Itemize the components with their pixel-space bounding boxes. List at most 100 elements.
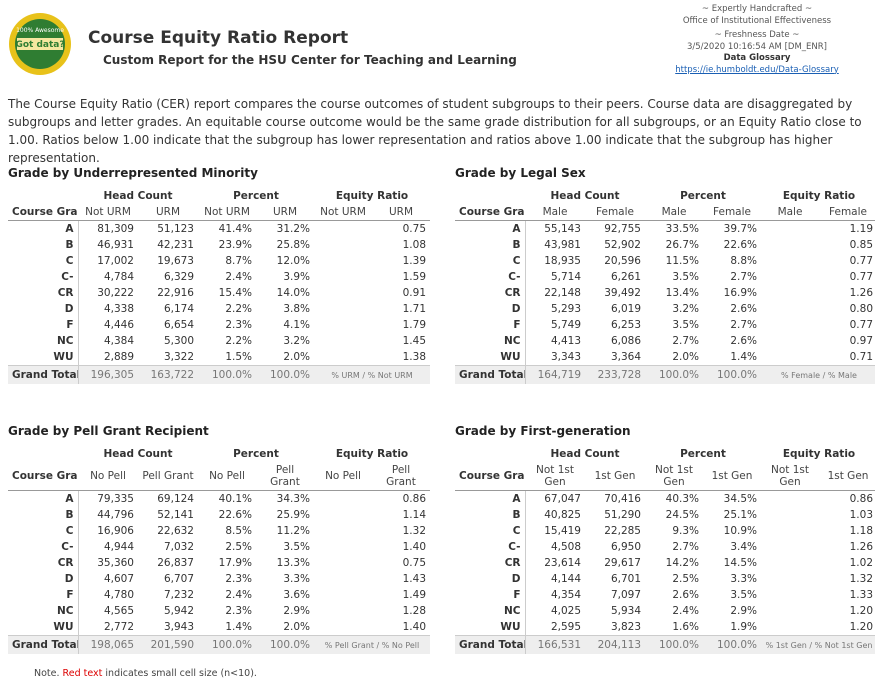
cell: 5,749 <box>550 319 581 331</box>
cell: 1.40 <box>402 541 427 553</box>
ratio-note: % Female / % Male <box>761 365 875 384</box>
glossary-link[interactable]: https://ie.humboldt.edu/Data-Glossary <box>675 64 839 75</box>
total-row: Grand Total 198,065 201,590 100.0% 100.0%% P… <box>8 635 431 654</box>
total-label: Grand Total <box>455 635 526 654</box>
empty-cell <box>314 301 372 317</box>
data-row: NC 4,413 6,086 2.7% 2.6% 0.97 <box>455 333 875 349</box>
data-row: B 40,825 51,290 24.5% 25.1% 1.03 <box>455 507 875 523</box>
data-row: NC 4,384 5,300 2.2% 3.2% 1.45 <box>8 333 430 349</box>
cell: 18,935 <box>544 255 581 267</box>
total-cell: 100.0% <box>703 635 761 654</box>
cell: 2.4% <box>225 589 252 601</box>
table: Head Count Percent Equity Ratio Course Grad… <box>455 446 875 654</box>
cell: 30,222 <box>97 287 134 299</box>
title: Course Equity Ratio Report <box>88 28 349 48</box>
cell: 6,707 <box>163 573 194 585</box>
cell: 2.7% <box>730 271 757 283</box>
cell: 81,309 <box>97 223 134 235</box>
cell: 15,419 <box>544 525 581 537</box>
table-title: Grade by First-generation <box>455 424 631 438</box>
column-header: Pell Grant <box>138 462 198 491</box>
empty-cell <box>314 539 372 555</box>
grade: C <box>8 253 79 269</box>
cell: 1.9% <box>730 621 757 633</box>
column-header: No Pell <box>78 462 138 491</box>
cell: 0.85 <box>849 239 874 251</box>
data-row: CR 22,148 39,492 13.4% 16.9% 1.26 <box>455 285 875 301</box>
column-header: Male <box>525 204 585 221</box>
grade: C <box>455 523 526 539</box>
ratio-note: % 1st Gen / % Not 1st Gen <box>761 635 875 654</box>
empty-cell <box>761 507 819 523</box>
data-row: C- 5,714 6,261 3.5% 2.7% 0.77 <box>455 269 875 285</box>
cell: 6,950 <box>610 541 641 553</box>
data-row: D 5,293 6,019 3.2% 2.6% 0.80 <box>455 301 875 317</box>
cell: 10.9% <box>723 525 757 537</box>
cell: 67,047 <box>544 493 581 505</box>
cell: 4,780 <box>103 589 134 601</box>
cell: 3.5% <box>730 589 757 601</box>
grade: B <box>8 507 79 523</box>
total-row: Grand Total 196,305 163,722 100.0% 100.0%% U… <box>8 365 431 384</box>
ratio-note: % Pell Grant / % No Pell <box>314 635 431 654</box>
column-header: Not URM <box>198 204 256 221</box>
cell: 2.6% <box>730 335 757 347</box>
cell: 46,931 <box>97 239 134 251</box>
grade: F <box>8 587 79 603</box>
cell: 22.6% <box>218 509 252 521</box>
total-cell: 164,719 <box>525 365 585 384</box>
row-header: Course Grade <box>8 462 78 491</box>
cell: 2,772 <box>103 621 134 633</box>
cell: 2.6% <box>730 303 757 315</box>
total-cell: 100.0% <box>703 365 761 384</box>
data-row: CR 23,614 29,617 14.2% 14.5% 1.02 <box>455 555 875 571</box>
total-cell: 100.0% <box>198 365 256 384</box>
cell: 1.14 <box>402 509 427 521</box>
cell: 0.71 <box>849 351 874 363</box>
note: Note. Red text indicates small cell size… <box>34 668 257 679</box>
data-row: F 4,354 7,097 2.6% 3.5% 1.33 <box>455 587 875 603</box>
total-cell: 204,113 <box>585 635 645 654</box>
data-row: CR 35,360 26,837 17.9% 13.3% 0.75 <box>8 555 430 571</box>
cell: 1.18 <box>849 525 874 537</box>
spacer <box>8 446 78 462</box>
cell: 17.9% <box>218 557 252 569</box>
column-header: Pell Grant <box>372 462 431 491</box>
cell: 2.4% <box>672 605 699 617</box>
total-cell: 100.0% <box>256 635 314 654</box>
table-title: Grade by Pell Grant Recipient <box>8 424 209 438</box>
column-header: Male <box>645 204 703 221</box>
empty-cell <box>761 349 819 366</box>
data-row: A 79,335 69,124 40.1% 34.3% 0.86 <box>8 490 430 507</box>
cell: 1.08 <box>402 239 427 251</box>
column-header: Female <box>819 204 875 221</box>
data-row: C 17,002 19,673 8.7% 12.0% 1.39 <box>8 253 430 269</box>
cell: 29,617 <box>604 557 641 569</box>
cell: 2.6% <box>672 589 699 601</box>
cell: 9.3% <box>672 525 699 537</box>
column-header: No Pell <box>314 462 372 491</box>
cell: 2.3% <box>225 319 252 331</box>
cell: 92,755 <box>604 223 641 235</box>
column-header: Female <box>585 204 645 221</box>
empty-cell <box>761 237 819 253</box>
cell: 3.2% <box>672 303 699 315</box>
empty-cell <box>761 491 819 508</box>
grade: A <box>8 220 79 237</box>
cell: 42,231 <box>157 239 194 251</box>
grade: D <box>8 301 79 317</box>
cell: 6,654 <box>163 319 194 331</box>
data-row: WU 2,889 3,322 1.5% 2.0% 1.38 <box>8 349 430 366</box>
cell: 14.0% <box>276 287 310 299</box>
meta-line: Data Glossary <box>723 53 791 63</box>
row-header: Course Grade <box>455 204 525 221</box>
column-header: 1st Gen <box>819 462 875 491</box>
cell: 7,032 <box>163 541 194 553</box>
cell: 4,354 <box>550 589 581 601</box>
cell: 33.5% <box>665 223 699 235</box>
cell: 39,492 <box>604 287 641 299</box>
total-cell: 233,728 <box>585 365 645 384</box>
cell: 0.97 <box>849 335 874 347</box>
cell: 1.38 <box>402 351 427 363</box>
